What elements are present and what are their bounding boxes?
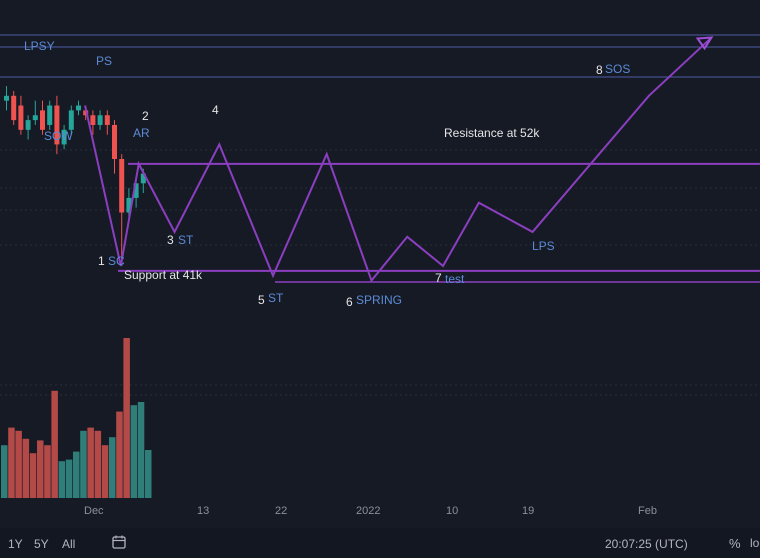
candle-body [119, 159, 125, 213]
x-tick-label: 19 [522, 505, 534, 517]
annotation-label: test [445, 272, 465, 286]
volume-bar [58, 461, 66, 498]
x-tick-label: 10 [446, 505, 458, 517]
candle-body [47, 105, 53, 125]
candle-body [90, 115, 96, 125]
candle-body [4, 95, 9, 101]
trend-arrowhead [695, 36, 714, 51]
volume-bar [73, 451, 80, 498]
volume-bar [44, 445, 51, 498]
timeframe-all[interactable]: All [62, 537, 76, 551]
volume-bar [65, 459, 73, 498]
annotation-label: SC [108, 254, 125, 268]
wyckoff-chart[interactable]: LPSY PS SOW 2 AR 4 Resistance at 52k 3 ST 1 SCSupp… [0, 0, 760, 528]
volume-bar [145, 450, 152, 498]
annotation-label: Support at 41k [124, 268, 203, 282]
bottom-toolbar [0, 528, 760, 558]
candle-body [54, 105, 60, 145]
candle-body [68, 110, 74, 130]
x-tick-label: Feb [638, 505, 657, 517]
annotation-label: ST [268, 291, 284, 305]
volume-bar [51, 390, 58, 498]
volume-bar [94, 430, 102, 498]
candle-body [32, 115, 38, 121]
volume-bar [15, 430, 22, 498]
volume-bar [8, 427, 15, 498]
volume-bar [101, 445, 109, 498]
x-tick-label: 13 [197, 505, 209, 517]
volume-bar [87, 427, 94, 498]
annotation-label: LPSY [24, 39, 55, 53]
utc-clock: 20:07:25 (UTC) [605, 537, 688, 551]
annotation-label: 3 [167, 233, 174, 247]
annotation-label: 6 [346, 295, 353, 309]
annotation-label: 8 [596, 63, 603, 77]
log-scale-toggle[interactable]: lo [750, 536, 760, 550]
candle-body [76, 105, 81, 111]
candle-body [11, 95, 17, 121]
annotation-label: ST [178, 233, 194, 247]
annotation-label: LPS [532, 239, 555, 253]
candle-body [97, 115, 103, 125]
annotation-label: 1 [98, 254, 105, 268]
candle-body [104, 115, 110, 125]
annotation-label: Resistance at 52k [444, 126, 540, 140]
annotation-label: 2 [142, 109, 149, 123]
candle-body [61, 129, 67, 145]
annotation-label: PS [96, 54, 112, 68]
volume-bar [116, 411, 123, 498]
calendar-icon[interactable] [111, 534, 127, 550]
annotation-label: 5 [258, 293, 265, 307]
annotation-label: AR [133, 126, 150, 140]
volume-bar [80, 430, 87, 498]
volume-bar [37, 440, 44, 498]
candle-body [18, 105, 24, 130]
volume-bar [1, 445, 8, 498]
x-tick-label: 2022 [356, 505, 380, 517]
annotation-label: 7 [435, 271, 442, 285]
percent-scale-toggle[interactable]: % [729, 536, 741, 551]
volume-bar [123, 338, 130, 498]
volume-bar [29, 453, 37, 498]
wyckoff-path-line [84, 36, 713, 283]
annotation-label: SOS [605, 62, 630, 76]
timeframe-1y[interactable]: 1Y [8, 537, 23, 551]
annotation-label: SOW [44, 129, 73, 143]
candle-body [140, 173, 146, 184]
candle-body [126, 197, 132, 213]
timeframe-5y[interactable]: 5Y [34, 537, 49, 551]
annotation-label: 4 [212, 103, 219, 117]
annotation-label: SPRING [356, 293, 402, 307]
volume-bar [137, 402, 145, 498]
candle-body [40, 110, 45, 130]
x-tick-label: Dec [84, 505, 104, 517]
candle-body [112, 124, 117, 159]
volume-bar [109, 437, 116, 498]
candle-body [25, 120, 31, 130]
candle-body [133, 183, 139, 198]
volume-bar [22, 438, 30, 498]
x-tick-label: 22 [275, 505, 287, 517]
volume-bar [130, 405, 138, 498]
